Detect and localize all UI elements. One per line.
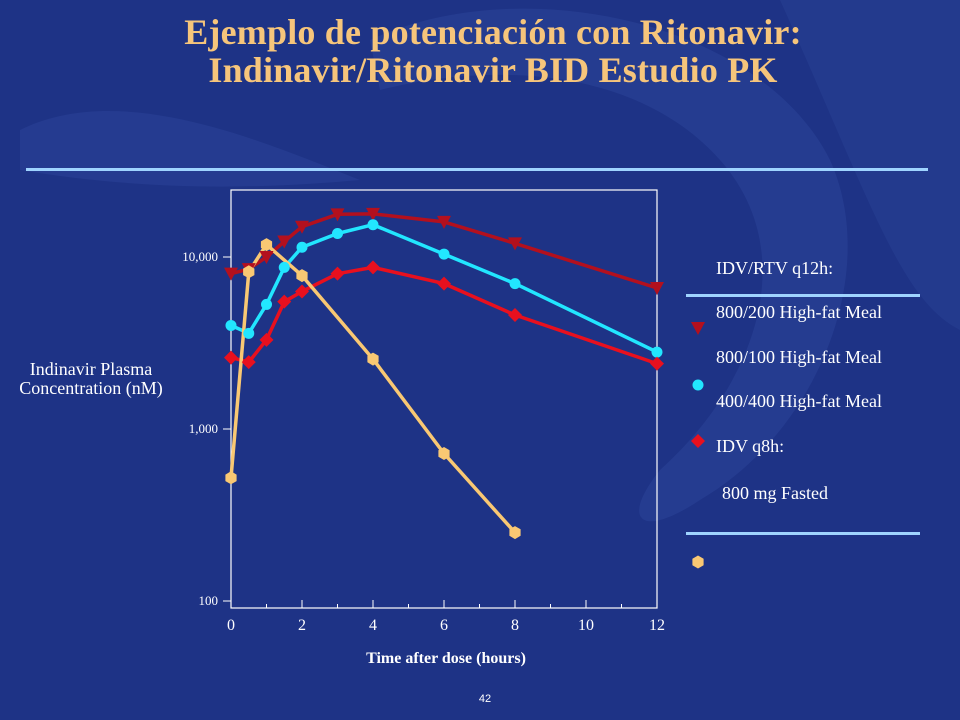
data-point-series-1 (330, 208, 345, 222)
x-tick-label: 4 (369, 617, 377, 634)
data-point-series-2 (278, 261, 290, 273)
data-point-series-3 (437, 276, 451, 291)
legend-top-divider (686, 294, 920, 297)
data-point-series-1 (277, 235, 292, 249)
page-number: 42 (478, 693, 492, 705)
x-tick-label: 12 (649, 617, 665, 634)
data-point-series-1 (650, 282, 664, 296)
data-point-series-3 (330, 266, 345, 281)
x-tick-label: 6 (440, 617, 448, 634)
data-point-series-1 (508, 237, 522, 251)
data-point-series-3 (277, 294, 292, 309)
data-point-series-3 (224, 350, 238, 365)
x-tick-label: 10 (578, 617, 594, 634)
data-point-series-2 (367, 219, 379, 231)
legend-entry-1: 800/200 High-fat Meal (716, 302, 882, 322)
data-point-series-2 (509, 278, 521, 290)
data-point-series-2 (332, 227, 343, 239)
data-point-series-1 (437, 215, 451, 229)
x-tick-label: 0 (227, 617, 235, 634)
data-point-series-2 (651, 346, 663, 358)
data-point-series-1 (224, 267, 238, 281)
legend-marker-4 (692, 555, 704, 569)
legend-marker-1 (691, 322, 705, 335)
x-tick-label: 8 (511, 617, 519, 634)
series-line-1 (230, 212, 658, 290)
data-point-series-4 (438, 447, 450, 460)
data-point-series-1 (366, 207, 380, 221)
data-point-series-2 (261, 298, 272, 310)
series-line-3 (230, 265, 658, 366)
legend-entry-2: 800/100 High-fat Meal (716, 347, 882, 367)
y-axis-label: Indinavir Plasma Concentration (nM) (19, 359, 163, 398)
legend-marker-3 (691, 434, 705, 448)
data-point-series-3 (241, 355, 256, 370)
y-tick-label: 100 (199, 593, 219, 608)
data-point-series-3 (650, 356, 664, 371)
legend-heading: IDV/RTV q12h: (716, 258, 834, 278)
legend-entry-4: 800 mg Fasted (722, 483, 828, 503)
data-point-series-3 (295, 284, 309, 299)
data-point-series-4 (225, 471, 237, 485)
title-divider (26, 168, 928, 171)
data-point-series-2 (296, 241, 308, 253)
data-point-series-3 (259, 332, 274, 347)
data-point-series-4 (367, 352, 379, 366)
x-tick-label: 2 (298, 617, 306, 634)
data-point-series-1 (295, 220, 309, 234)
data-point-series-2 (438, 248, 450, 260)
legend-marker-2 (692, 379, 704, 391)
y-tick-label: 1,000 (189, 421, 218, 436)
data-point-series-1 (259, 251, 274, 264)
slide-title-line-2: Indinavir/Ritonavir BID Estudio PK (208, 50, 778, 90)
legend-bottom-divider (686, 532, 920, 535)
y-tick-label: 10,000 (182, 249, 218, 264)
data-point-series-2 (225, 319, 237, 331)
series-line-2 (230, 222, 658, 354)
legend-entry-3: 400/400 High-fat Meal (716, 391, 882, 411)
data-point-series-4 (243, 265, 255, 279)
data-point-series-3 (508, 308, 522, 323)
x-axis-label: Time after dose (hours) (366, 650, 526, 667)
legend-subheading: IDV q8h: (716, 436, 785, 456)
data-point-series-3 (366, 260, 380, 275)
data-point-series-4 (296, 269, 308, 283)
data-point-series-4 (509, 526, 521, 540)
slide-title-line-1: Ejemplo de potenciación con Ritonavir: (184, 12, 802, 52)
data-point-series-4 (260, 238, 273, 252)
data-point-series-2 (243, 327, 255, 339)
